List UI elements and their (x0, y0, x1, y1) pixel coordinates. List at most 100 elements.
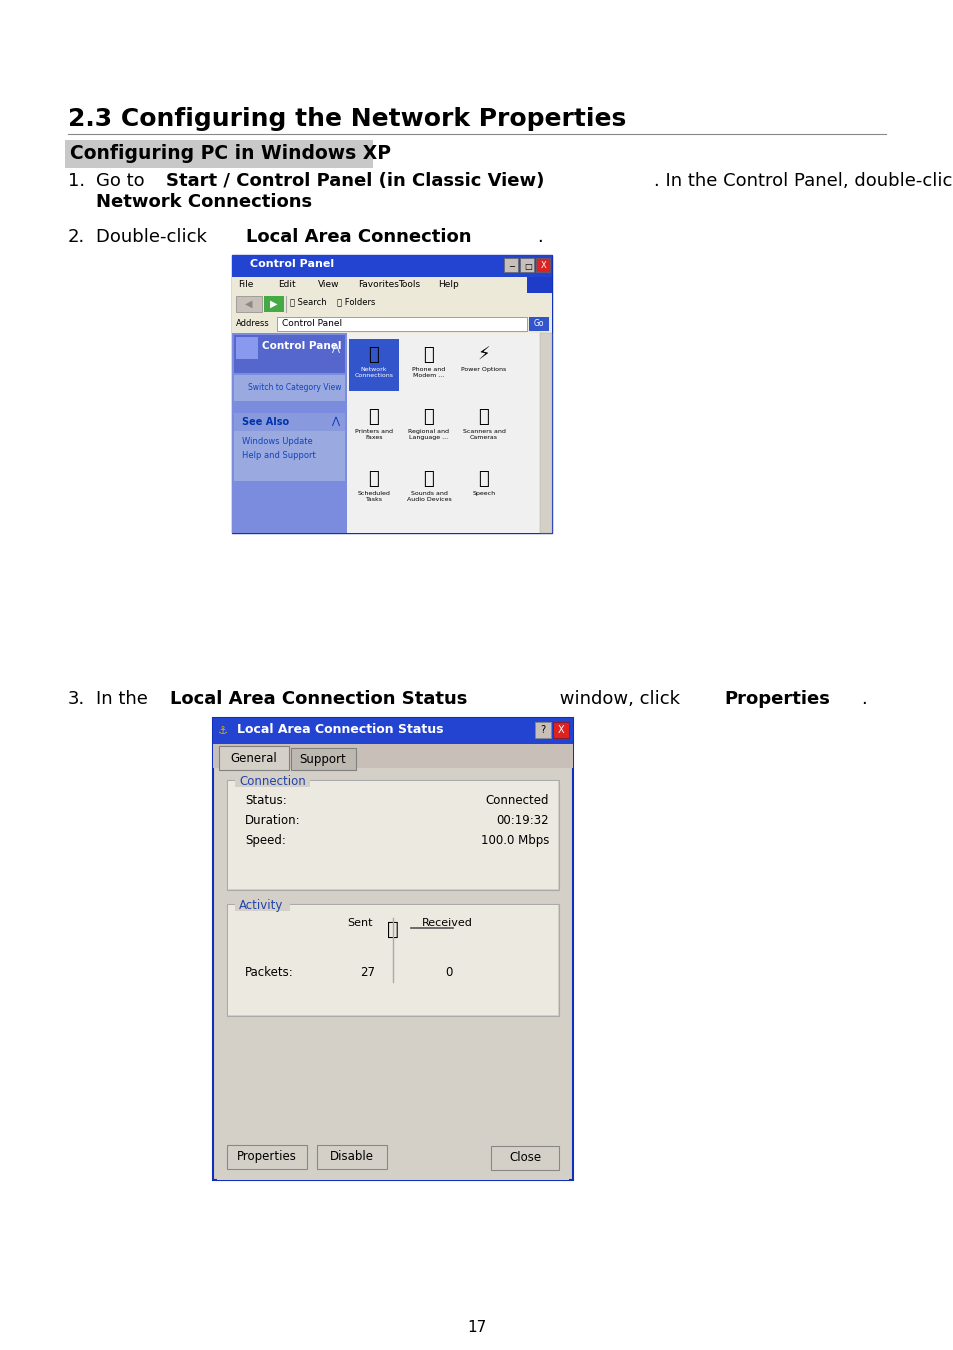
Text: ⚡: ⚡ (477, 346, 490, 365)
Bar (228, 782, 558, 890)
Bar (347, 333, 552, 533)
Text: ─: ─ (509, 262, 514, 270)
Text: ⋀: ⋀ (331, 343, 338, 352)
Bar (264, 296, 284, 312)
Text: Windows Update: Windows Update (242, 437, 313, 446)
Bar (234, 896, 290, 911)
Text: Connected: Connected (485, 794, 548, 807)
Bar (291, 748, 355, 770)
Text: ▶: ▶ (270, 298, 277, 309)
Text: 0: 0 (445, 967, 453, 979)
Text: Local Area Connection: Local Area Connection (246, 228, 472, 246)
Text: 💬: 💬 (478, 470, 489, 487)
Text: Go: Go (533, 320, 543, 328)
Bar (535, 722, 551, 738)
Bar (539, 333, 552, 533)
Text: Activity: Activity (239, 899, 283, 913)
Bar (227, 904, 558, 1017)
Text: 🖥: 🖥 (387, 919, 398, 940)
Text: window, click: window, click (554, 690, 685, 707)
Text: 🔍 Search    📁 Folders: 🔍 Search 📁 Folders (290, 297, 375, 306)
Bar (519, 258, 534, 271)
Text: In the: In the (96, 690, 153, 707)
Text: 📅: 📅 (368, 470, 379, 487)
Text: Connection: Connection (239, 775, 305, 788)
Text: □: □ (523, 262, 532, 270)
Bar (503, 258, 517, 271)
Bar (227, 1145, 307, 1169)
Text: Network
Connections: Network Connections (355, 367, 393, 378)
Bar (491, 1146, 558, 1170)
Text: Local Area Connection Status: Local Area Connection Status (171, 690, 467, 707)
Text: Support: Support (299, 753, 346, 765)
Bar (65, 140, 373, 167)
Bar (232, 255, 552, 277)
Text: General: General (231, 752, 277, 765)
Text: 🌍: 🌍 (423, 408, 434, 427)
Bar (276, 317, 526, 331)
Text: Network Connections: Network Connections (96, 193, 312, 211)
Bar (232, 255, 552, 533)
Text: 🔊: 🔊 (423, 470, 434, 487)
Text: 00:19:32: 00:19:32 (496, 814, 548, 828)
Text: 17: 17 (467, 1320, 486, 1335)
Bar (536, 258, 550, 271)
Bar (233, 413, 345, 481)
Bar (213, 744, 573, 768)
Text: Close: Close (508, 1152, 540, 1164)
Text: Start / Control Panel (in Classic View): Start / Control Panel (in Classic View) (166, 171, 544, 190)
Bar (526, 277, 552, 293)
Bar (232, 293, 552, 315)
Text: Sounds and
Audio Devices: Sounds and Audio Devices (406, 491, 451, 502)
Text: ⋀: ⋀ (331, 416, 338, 427)
Text: ⚓: ⚓ (218, 726, 228, 736)
Text: View: View (317, 279, 339, 289)
Text: .: . (860, 690, 865, 707)
Text: Packets:: Packets: (245, 967, 294, 979)
Bar (316, 1145, 387, 1169)
Text: Duration:: Duration: (245, 814, 300, 828)
Text: 📷: 📷 (478, 408, 489, 427)
Text: Control Panel: Control Panel (250, 259, 334, 269)
Bar (553, 722, 568, 738)
Text: Double-click: Double-click (96, 228, 213, 246)
Text: Local Area Connection Status: Local Area Connection Status (236, 724, 443, 736)
Text: ◀: ◀ (245, 298, 253, 309)
Text: Address: Address (235, 319, 270, 328)
Text: Disable: Disable (330, 1150, 374, 1162)
Text: 27: 27 (359, 967, 375, 979)
Text: 100.0 Mbps: 100.0 Mbps (480, 834, 548, 846)
Bar (213, 718, 573, 744)
Bar (235, 296, 262, 312)
Text: Sent: Sent (347, 918, 373, 927)
Text: Received: Received (421, 918, 473, 927)
Text: 1.: 1. (68, 171, 85, 190)
Bar (216, 768, 568, 1180)
Bar (232, 277, 552, 293)
Bar (233, 335, 345, 373)
Text: Phone and
Modem ...: Phone and Modem ... (412, 367, 445, 378)
Text: 2.3 Configuring the Network Properties: 2.3 Configuring the Network Properties (68, 107, 625, 131)
Text: 3.: 3. (68, 690, 85, 707)
Text: . In the Control Panel, double-click on: . In the Control Panel, double-click on (654, 171, 953, 190)
Text: See Also: See Also (242, 417, 289, 427)
Text: Status:: Status: (245, 794, 287, 807)
Text: Go to: Go to (96, 171, 151, 190)
Text: 🌐: 🌐 (368, 346, 379, 365)
Text: Speech: Speech (472, 491, 495, 495)
Bar (235, 338, 257, 359)
Bar (213, 718, 573, 1180)
Text: Speed:: Speed: (245, 834, 286, 846)
Text: .: . (537, 228, 542, 246)
Text: Configuring PC in Windows XP: Configuring PC in Windows XP (70, 144, 391, 163)
Text: Regional and
Language ...: Regional and Language ... (408, 429, 449, 440)
Text: File: File (237, 279, 253, 289)
Bar (234, 774, 310, 787)
Bar (233, 413, 345, 431)
Bar (349, 339, 398, 392)
Text: 🖨: 🖨 (368, 408, 379, 427)
Text: X: X (558, 725, 564, 734)
Text: Control Panel: Control Panel (262, 342, 341, 351)
Text: 📱: 📱 (423, 346, 434, 365)
Text: Help and Support: Help and Support (242, 451, 315, 460)
